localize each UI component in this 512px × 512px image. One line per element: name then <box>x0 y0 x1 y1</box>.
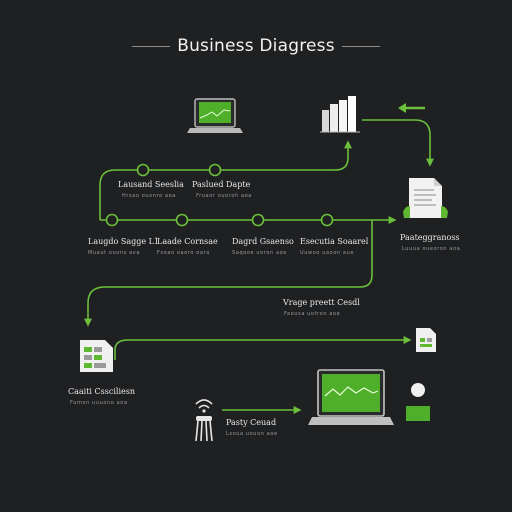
user-icon <box>406 383 430 421</box>
node-circle-mid-3 <box>251 213 265 227</box>
title-rule-right <box>342 46 380 47</box>
node-label-center-low: Vrage preett Cesdl <box>283 298 360 307</box>
node-sub-left-low: Fumon uuuono aoa <box>70 400 128 406</box>
node-label-right-doc: Paateggranoss <box>400 233 460 242</box>
bar-chart-icon <box>320 96 360 133</box>
connector-lines <box>84 119 434 414</box>
connector-chart-to-doc <box>362 119 434 167</box>
title-rule-left <box>132 46 170 47</box>
node-circle-mid-1 <box>105 213 119 227</box>
node-circle-mid-4 <box>320 213 334 227</box>
node-label-mid-1: Laugdo Sagge L1 <box>88 237 160 246</box>
connector-return <box>84 220 373 327</box>
node-label-mid-2: Laade Cornsae <box>157 237 218 246</box>
document-icon <box>403 178 448 218</box>
node-label-wifi: Pasty Ceuad <box>226 418 277 427</box>
wifi-tower-icon <box>195 399 213 442</box>
node-sub-top-right: Fruaor ouoroh aoa <box>196 193 252 199</box>
node-label-top-right: Paslued Dapte <box>192 180 251 189</box>
laptop-main-icon <box>308 369 394 425</box>
node-circle-mid-2 <box>175 213 189 227</box>
node-label-mid-4: Esecutia Soaarel <box>300 237 369 246</box>
node-sub-wifi: Lsoua uouon aoe <box>226 431 278 437</box>
node-sub-mid-4: Uuwoo uaoon aue <box>300 250 355 256</box>
page-title: Business Diagress <box>177 36 335 56</box>
node-sub-center-low: Faousa uotron aoe <box>284 311 341 317</box>
node-sub-mid-2: Fsoao oaoro oara <box>157 250 210 256</box>
node-label-left-low: Caaiti Cssciliesn <box>68 387 136 396</box>
spreadsheet-icon <box>80 340 113 372</box>
middle-row-nodes <box>105 213 334 227</box>
node-label-mid-3: Dagrd Gsaenso <box>232 237 294 246</box>
node-circle-top-1 <box>136 163 150 177</box>
small-document-icon <box>416 328 436 352</box>
node-sub-mid-1: Muaut ouons ava <box>88 250 141 256</box>
node-sub-top-left: Hrsao ouonro aoa <box>122 193 176 199</box>
node-label-top-left: Lausand Seeslia <box>118 180 184 189</box>
node-sub-mid-3: Saqooe uoron aoe <box>232 250 287 256</box>
connector-top-row <box>99 140 352 220</box>
connector-to-small-doc <box>114 336 412 360</box>
laptop-top-icon <box>187 98 243 133</box>
top-row-nodes <box>136 163 222 177</box>
node-sub-right-doc: Luuua oueoron aoa <box>402 246 461 252</box>
left-arrow-icon <box>398 103 425 113</box>
node-circle-top-2 <box>208 163 222 177</box>
